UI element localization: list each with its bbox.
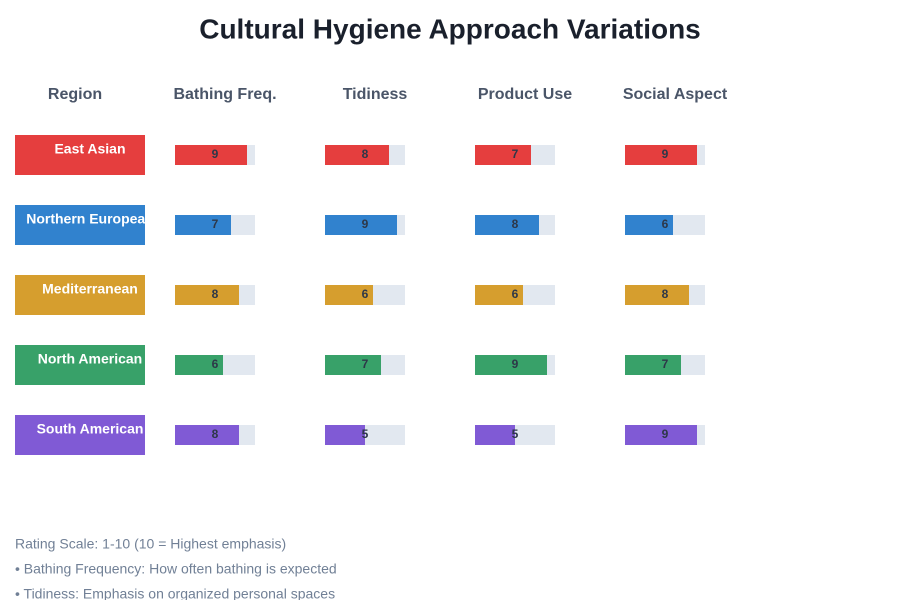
value-label: 8 xyxy=(662,287,669,301)
region-label-bg xyxy=(15,275,145,315)
region-label-box: North American xyxy=(15,345,145,385)
region-label: South American xyxy=(37,421,144,437)
bar xyxy=(175,215,231,235)
region-label: Mediterranean xyxy=(42,281,138,297)
chart-title: Cultural Hygiene Approach Variations xyxy=(199,13,701,44)
value-label: 6 xyxy=(662,217,669,231)
bar xyxy=(475,425,515,445)
value-label: 7 xyxy=(662,357,669,371)
region-label-bg xyxy=(15,135,145,175)
bar xyxy=(175,285,239,305)
bar xyxy=(325,355,381,375)
region-label-bg xyxy=(15,345,145,385)
value-label: 6 xyxy=(512,287,519,301)
bar xyxy=(475,145,531,165)
bar xyxy=(175,425,239,445)
value-label: 9 xyxy=(212,147,219,161)
note: • Bathing Frequency: How often bathing i… xyxy=(15,561,337,577)
value-label: 9 xyxy=(662,427,669,441)
bar xyxy=(475,355,547,375)
region-label-box: Mediterranean xyxy=(15,275,145,315)
region-label: Northern European xyxy=(26,211,154,227)
value-label: 7 xyxy=(212,217,219,231)
bar xyxy=(175,145,247,165)
bar xyxy=(625,425,697,445)
bar xyxy=(325,425,365,445)
bar xyxy=(325,285,373,305)
bar xyxy=(625,215,673,235)
row-header: Region xyxy=(48,86,102,103)
bar xyxy=(325,215,397,235)
region-label-bg xyxy=(15,415,145,455)
note: • Tidiness: Emphasis on organized person… xyxy=(15,586,335,600)
value-label: 8 xyxy=(212,427,219,441)
region-label: East Asian xyxy=(54,141,125,157)
value-label: 7 xyxy=(362,357,369,371)
region-label-box: South American xyxy=(15,415,145,455)
value-label: 7 xyxy=(512,147,519,161)
region-label-box: Northern European xyxy=(15,205,154,245)
region-label-box: East Asian xyxy=(15,135,145,175)
bar xyxy=(325,145,389,165)
column-header: Tidiness xyxy=(343,86,408,103)
bar xyxy=(625,145,697,165)
column-header: Product Use xyxy=(478,86,572,103)
value-label: 8 xyxy=(362,147,369,161)
value-label: 8 xyxy=(512,217,519,231)
bar xyxy=(625,355,681,375)
note: Rating Scale: 1-10 (10 = Highest emphasi… xyxy=(15,536,286,552)
value-label: 5 xyxy=(512,427,519,441)
bar xyxy=(475,215,539,235)
value-label: 6 xyxy=(212,357,219,371)
bar xyxy=(625,285,689,305)
value-label: 6 xyxy=(362,287,369,301)
column-header: Bathing Freq. xyxy=(173,86,276,103)
value-label: 9 xyxy=(662,147,669,161)
bar xyxy=(475,285,523,305)
region-label-bg xyxy=(15,205,145,245)
bar xyxy=(175,355,223,375)
region-label: North American xyxy=(38,351,143,367)
value-label: 5 xyxy=(362,427,369,441)
value-label: 8 xyxy=(212,287,219,301)
column-header: Social Aspect xyxy=(623,86,728,103)
value-label: 9 xyxy=(362,217,369,231)
value-label: 9 xyxy=(512,357,519,371)
